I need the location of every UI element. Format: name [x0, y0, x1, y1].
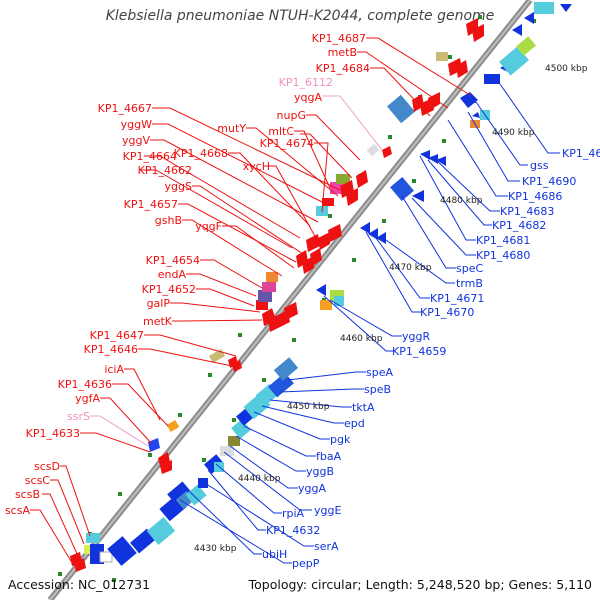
- gene-label[interactable]: metK: [143, 315, 173, 328]
- gene-label[interactable]: iciA: [104, 363, 124, 376]
- genome-title: Klebsiella pneumoniae NTUH-K2044, comple…: [105, 8, 495, 24]
- kbp-label: 4460 kbp: [340, 334, 383, 344]
- kbp-label: 4480 kbp: [440, 196, 483, 206]
- gene-label[interactable]: KP1_4646: [84, 343, 138, 356]
- gene-label[interactable]: KP1_4687: [312, 32, 366, 45]
- gene-label[interactable]: ygfA: [75, 392, 100, 405]
- gene-label[interactable]: KP1_4690: [522, 175, 576, 188]
- gene-label[interactable]: yggS: [165, 180, 192, 193]
- gene-label[interactable]: pgk: [330, 433, 351, 446]
- gene-label[interactable]: KP1_6112: [279, 76, 333, 89]
- gene-label[interactable]: KP1_4670: [420, 306, 474, 319]
- gene-label[interactable]: KP1_4683: [500, 205, 554, 218]
- gene-label[interactable]: gshB: [155, 214, 182, 227]
- gene-label[interactable]: KP1_4674: [260, 137, 314, 150]
- gene-label[interactable]: pepP: [292, 557, 320, 570]
- gene-label[interactable]: epd: [344, 417, 365, 430]
- gene-label[interactable]: mutY: [217, 122, 246, 135]
- gene-label[interactable]: yqgA: [294, 91, 322, 104]
- gene-label[interactable]: KP1_4664: [123, 150, 177, 163]
- gene-labels-left: KP1_4687 metB KP1_4684 KP1_6112 yqgA nup…: [5, 32, 370, 517]
- gene-label[interactable]: ubiH: [262, 548, 287, 561]
- kbp-labels: 4430 kbp 4440 kbp 4450 kbp 4460 kbp 4470…: [194, 64, 588, 554]
- gene-label[interactable]: KP1_4632: [266, 524, 320, 537]
- gene-label[interactable]: KP1_4686: [508, 190, 562, 203]
- kbp-label: 4440 kbp: [238, 474, 281, 484]
- gene-label[interactable]: KP1_4654: [146, 254, 200, 267]
- gene-label[interactable]: KP1_4682: [492, 219, 546, 232]
- gene-label[interactable]: yggW: [121, 118, 152, 131]
- gene-label[interactable]: mltC: [268, 125, 294, 138]
- kbp-label: 4500 kbp: [545, 64, 588, 74]
- gene-label[interactable]: speA: [366, 366, 393, 379]
- gene-label[interactable]: nupG: [277, 109, 306, 122]
- gene-label[interactable]: scsB: [15, 488, 40, 501]
- gene-label[interactable]: KP1_4662: [138, 164, 192, 177]
- gene-label[interactable]: KP1_4659: [392, 345, 446, 358]
- gene-label[interactable]: yggB: [306, 465, 334, 478]
- kbp-label: 4470 kbp: [389, 263, 432, 273]
- gene-label[interactable]: scsD: [34, 460, 60, 473]
- gene-label[interactable]: yggE: [314, 504, 341, 517]
- gene-label[interactable]: scsC: [25, 474, 51, 487]
- gene-label[interactable]: serA: [314, 540, 339, 553]
- gene-label[interactable]: speC: [456, 262, 483, 275]
- gene-label[interactable]: KP1_4633: [26, 427, 80, 440]
- gene-label[interactable]: KP1_4671: [430, 292, 484, 305]
- gene-label[interactable]: endA: [158, 268, 187, 281]
- genome-summary-text: Topology: circular; Length: 5,248,520 bp…: [248, 577, 592, 592]
- genome-backbone-highlight: [49, 0, 531, 600]
- gene-label[interactable]: trmB: [456, 277, 483, 290]
- gene-label[interactable]: KP1_4657: [124, 198, 178, 211]
- gene-label[interactable]: KP1_4680: [476, 249, 530, 262]
- gene-label[interactable]: KP1_4652: [142, 283, 196, 296]
- label-connectors-left: [30, 37, 471, 567]
- kbp-label: 4490 kbp: [492, 128, 535, 138]
- gene-label[interactable]: KP1_4647: [90, 329, 144, 342]
- gene-label[interactable]: metB: [328, 46, 357, 59]
- gene-label[interactable]: yggA: [298, 482, 326, 495]
- gene-label[interactable]: fbaA: [316, 450, 342, 463]
- gene-label[interactable]: ssrS: [67, 410, 90, 423]
- gene-label[interactable]: galP: [147, 297, 171, 310]
- gene-label[interactable]: yqgF: [195, 220, 222, 233]
- gene-label[interactable]: KP1_4636: [58, 378, 112, 391]
- gene-label[interactable]: rpiA: [282, 507, 305, 520]
- gene-label[interactable]: KP1_4696: [562, 147, 600, 160]
- gene-label[interactable]: KP1_4684: [316, 62, 370, 75]
- kbp-label: 4430 kbp: [194, 544, 237, 554]
- label-connectors-right: [179, 83, 560, 564]
- gene-label[interactable]: KP1_4681: [476, 234, 530, 247]
- gene-label[interactable]: tktA: [352, 401, 375, 414]
- gene-label[interactable]: KP1_4668: [174, 147, 228, 160]
- gene-label[interactable]: gss: [530, 159, 549, 172]
- gene-labels-right: KP1_4696 gss KP1_4690 KP1_4686 KP1_4683 …: [262, 147, 600, 570]
- gene-label[interactable]: xycH: [243, 160, 270, 173]
- gene-label[interactable]: scsA: [5, 504, 31, 517]
- gene-label[interactable]: speB: [364, 383, 391, 396]
- gene-label[interactable]: yggR: [402, 330, 430, 343]
- gene-label[interactable]: KP1_4667: [98, 102, 152, 115]
- gene-label[interactable]: yggV: [122, 134, 150, 147]
- kbp-label: 4450 kbp: [287, 402, 330, 412]
- accession-text: Accession: NC_012731: [8, 577, 151, 592]
